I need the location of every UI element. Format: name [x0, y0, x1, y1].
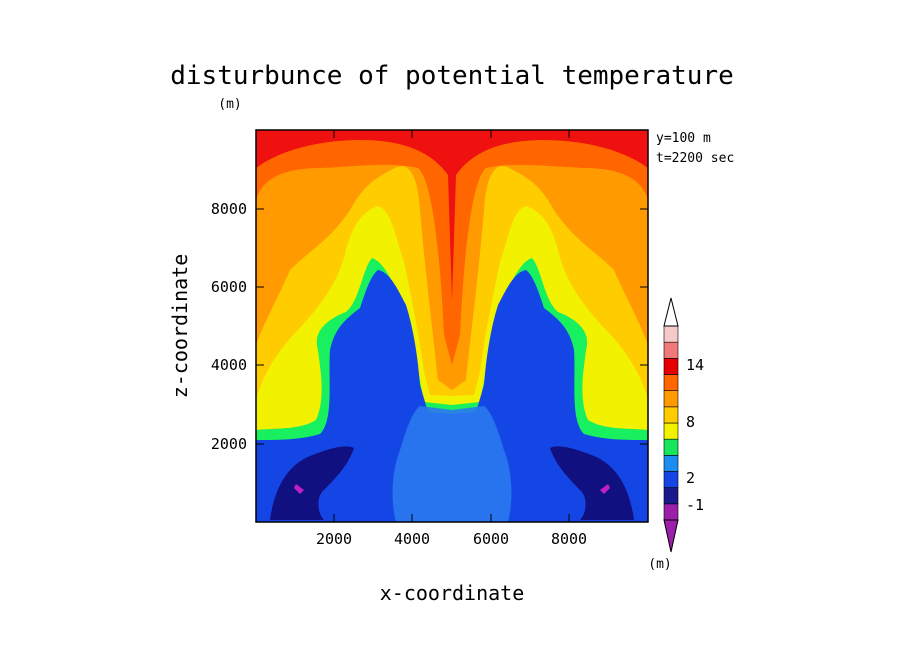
- y-tick-label: 4000: [211, 356, 247, 374]
- chart-title: disturbunce of potential temperature: [170, 61, 734, 91]
- colorbar-segment: [663, 390, 679, 408]
- y-tick-label: 8000: [211, 200, 247, 218]
- y-axis-label: z-coordinate: [168, 254, 192, 399]
- x-tick-label: 2000: [316, 530, 352, 548]
- y-tick-label: 6000: [211, 278, 247, 296]
- y-tick-labels: 2000 4000 6000 8000: [211, 200, 247, 453]
- colorbar: [663, 297, 679, 553]
- annotation-t: t=2200 sec: [656, 151, 734, 166]
- field-navy-left: [270, 446, 354, 520]
- y-tick-label: 2000: [211, 435, 247, 453]
- tick-marks: [256, 130, 648, 522]
- colorbar-tick-label: 14: [686, 356, 704, 374]
- field-blue: [256, 270, 648, 522]
- colorbar-segment: [663, 471, 679, 488]
- field-navy-right: [550, 446, 634, 520]
- colorbar-segment: [663, 358, 679, 375]
- field-purple-right: [600, 484, 610, 494]
- colorbar-segment: [663, 503, 679, 521]
- x-tick-label: 6000: [473, 530, 509, 548]
- field-lightblue: [392, 406, 512, 522]
- colorbar-top-arrow: [663, 297, 679, 327]
- x-tick-label: 4000: [394, 530, 430, 548]
- colorbar-segment: [663, 374, 679, 391]
- colorbar-tick-label: 8: [686, 413, 695, 431]
- colorbar-tick-label: 2: [686, 469, 695, 487]
- x-tick-label: 8000: [551, 530, 587, 548]
- plot-frame: [255, 129, 649, 523]
- colorbar-segment: [663, 406, 679, 424]
- colorbar-segment: [663, 438, 679, 456]
- x-axis-label: x-coordinate: [380, 581, 525, 605]
- colorbar-segment: [663, 422, 679, 440]
- colorbar-segment: [663, 455, 679, 472]
- contour-field: [256, 130, 648, 522]
- colorbar-segment: [663, 341, 679, 359]
- x-tick-labels: 2000 4000 6000 8000: [316, 530, 587, 548]
- field-purple-left: [294, 484, 304, 494]
- colorbar-segment: [663, 325, 679, 343]
- colorbar-bottom-arrow: [663, 519, 679, 553]
- colorbar-tick-label: -1: [686, 496, 704, 514]
- colorbar-segment: [663, 487, 679, 505]
- units-label: (m): [218, 97, 241, 112]
- colorbar-units-label: (m): [648, 557, 671, 572]
- annotation-y: y=100 m: [656, 131, 711, 146]
